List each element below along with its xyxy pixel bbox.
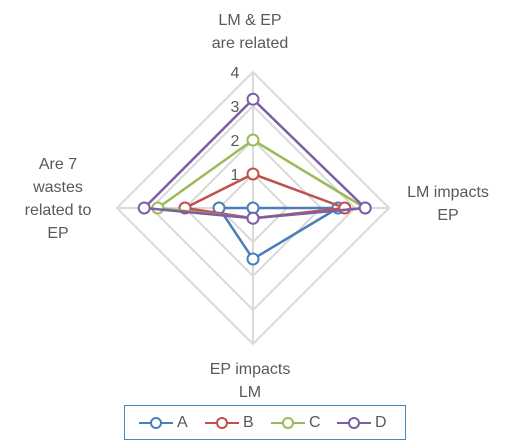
legend: A B C D — [124, 405, 406, 440]
series-point-B-0 — [246, 167, 260, 181]
axis-label-left: Are 7 wastes related to EP — [24, 156, 92, 242]
legend-marker-a — [139, 416, 173, 429]
series-point-D-1 — [358, 201, 372, 215]
series-point-A-2 — [246, 252, 260, 266]
series-line-D — [142, 97, 367, 220]
series-point-D-3 — [137, 201, 151, 215]
axis-label-top: LM & EP are related — [211, 12, 289, 52]
legend-marker-d — [337, 416, 371, 429]
tick-label-4: 4 — [231, 65, 240, 82]
legend-label-b: B — [243, 413, 254, 431]
legend-label-c: C — [309, 413, 321, 431]
series-point-B-1 — [338, 201, 352, 215]
legend-label-a: A — [177, 413, 188, 431]
tick-label-1: 1 — [231, 167, 240, 184]
tick-label-2: 2 — [231, 133, 240, 150]
legend-marker-b — [205, 416, 239, 429]
axis-label-right: LM impacts EP — [407, 184, 489, 224]
legend-label-d: D — [375, 413, 387, 431]
legend-item-a: A — [139, 406, 188, 439]
legend-item-d: D — [337, 406, 387, 439]
series-point-C-0 — [246, 133, 260, 147]
radar-series — [137, 92, 372, 266]
legend-item-b: B — [205, 406, 254, 439]
legend-marker-c — [271, 416, 305, 429]
series-point-D-2 — [246, 211, 260, 225]
tick-label-3: 3 — [231, 99, 240, 116]
axis-label-bottom: EP impacts LM — [209, 361, 291, 401]
legend-item-c: C — [271, 406, 321, 439]
series-point-D-0 — [246, 92, 260, 106]
radar-ticks: 1 2 3 4 — [231, 65, 240, 184]
